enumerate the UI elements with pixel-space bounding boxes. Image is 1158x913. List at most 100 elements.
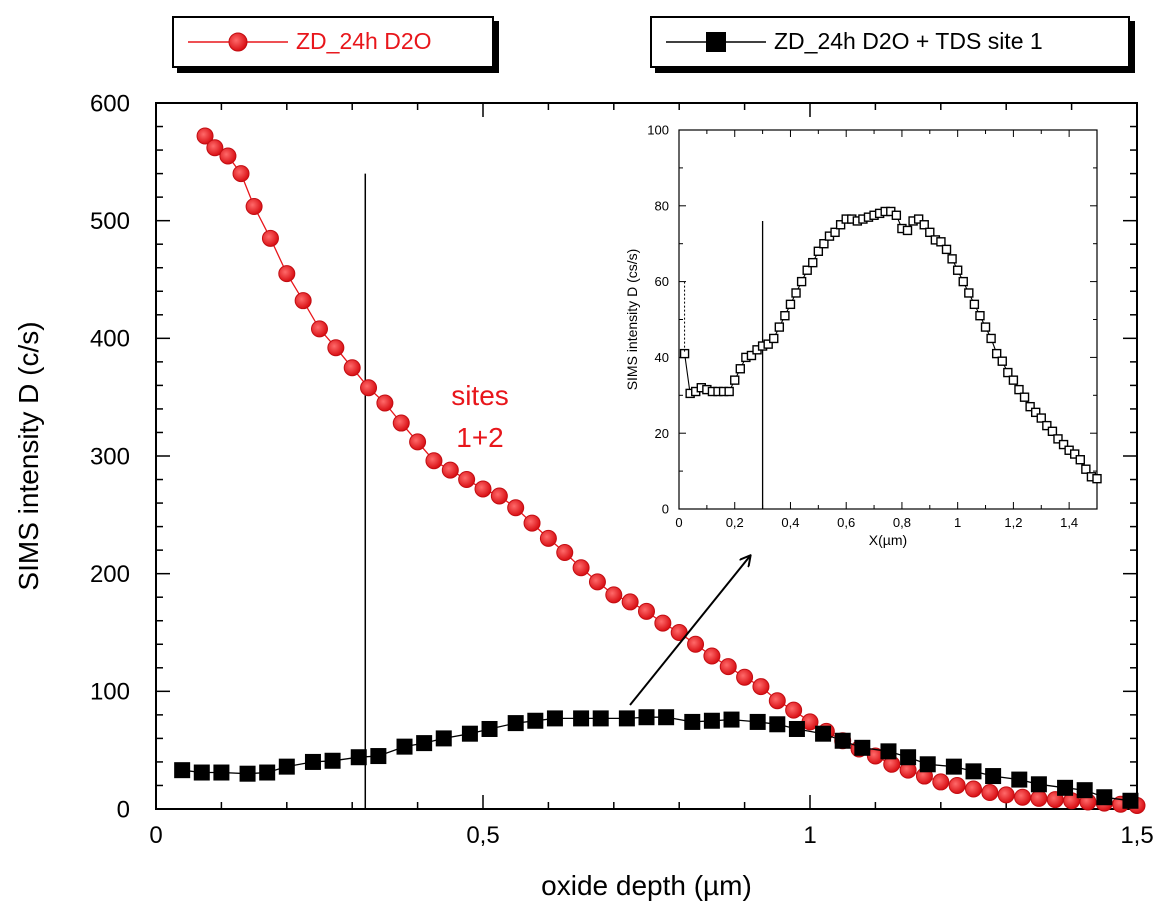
main-series-1-point: [392, 414, 410, 432]
inset-y-tick-label: 60: [655, 274, 669, 289]
inset-series-1-point: [991, 348, 1002, 359]
main-series-1-point: [981, 784, 999, 802]
main-series-2-point: [592, 710, 609, 727]
inset-series-1-point: [919, 220, 929, 230]
inset-series-1-point: [997, 356, 1007, 366]
inset-x-tick-label: 0,6: [837, 515, 855, 530]
inset-series-1-point: [780, 311, 790, 321]
inset-y-tick-label: 20: [655, 426, 669, 441]
inset-x-tick-label: 0,2: [726, 515, 744, 530]
inset-series-1-point: [830, 227, 840, 238]
inset-series-1-point: [1008, 375, 1019, 385]
main-series-1-point: [736, 668, 754, 686]
main-y-tick-label: 300: [90, 443, 130, 470]
main-series-1-point: [687, 635, 705, 653]
main-series-1-point: [425, 452, 443, 470]
main-series-2-point: [324, 752, 341, 769]
legend-label-series-1: ZD_24h D2O: [296, 28, 432, 54]
main-series-2-point: [1076, 782, 1093, 799]
inset-y-tick-label: 40: [655, 350, 669, 365]
main-series-2-point: [854, 739, 871, 756]
main-series-2-point: [723, 711, 740, 728]
inset-series-1-point: [952, 265, 963, 275]
inset-series-1-point: [902, 225, 913, 236]
inset-series-1-point: [1070, 449, 1080, 459]
main-series-2-point: [546, 710, 563, 727]
inset-x-axis-title: X(µm): [869, 532, 907, 548]
main-series-1-point: [278, 265, 296, 283]
main-series-1-point: [206, 139, 224, 157]
inset-series-1-point: [958, 276, 968, 287]
inset-series-1-point: [964, 288, 974, 298]
main-series-2-point: [239, 765, 256, 782]
main-series-2-point: [1011, 771, 1028, 788]
inset-y-tick-label: 100: [647, 123, 669, 138]
inset-series-1-point: [1025, 401, 1035, 412]
main-series-1-point: [360, 379, 378, 397]
main-series-1-point: [490, 487, 508, 505]
inset-x-tick-label: 0,4: [781, 515, 799, 530]
main-series-2-point: [481, 720, 498, 737]
main-series-2-point: [278, 758, 295, 775]
inset-series-1-point: [1042, 420, 1052, 431]
main-series-2-point: [304, 753, 321, 770]
inset-x-tick-label: 1: [954, 515, 961, 530]
main-y-tick-label: 0: [117, 796, 130, 823]
inset-series-1-point: [1075, 455, 1085, 465]
main-series-1-point: [409, 433, 427, 451]
main-y-tick-label: 200: [90, 561, 130, 588]
inset-y-axis-title: SIMS intensity D (cs/s): [624, 249, 640, 391]
main-series-1-point: [719, 658, 737, 676]
main-series-2-point: [461, 725, 478, 742]
main-series-2-point: [658, 709, 675, 726]
main-series-1-point: [638, 602, 655, 620]
inset-series-1-point: [947, 254, 957, 264]
main-y-tick-label: 100: [90, 679, 130, 706]
main-series-2-point: [945, 758, 962, 775]
main-series-2-point: [618, 710, 635, 727]
main-series-1-point: [219, 147, 237, 165]
inset-series-1-point: [1019, 392, 1030, 402]
main-series-2-point: [527, 712, 544, 729]
main-series-1-point: [474, 480, 492, 498]
main-x-tick-label: 1,5: [1120, 822, 1153, 849]
inset-series-1-point: [1014, 384, 1024, 395]
main-y-tick-label: 500: [90, 208, 130, 235]
inset-series-1-point: [986, 333, 996, 344]
inset-series-1-point: [969, 299, 980, 310]
legend-marker-circle: [188, 32, 288, 52]
inset-series-1-point: [1058, 439, 1069, 450]
main-series-2-point: [919, 756, 936, 773]
main-series-1-point: [1030, 789, 1048, 807]
main-series-2-point: [788, 720, 805, 737]
inset-series-1-point: [941, 244, 952, 255]
main-series-1-point: [965, 780, 982, 798]
main-series-1-point: [539, 529, 557, 547]
inset-series-1-point: [774, 322, 785, 332]
main-series-2-point: [507, 715, 524, 732]
main-series-1-point: [261, 229, 279, 247]
main-series-1-point: [572, 559, 590, 577]
main-series-2-point: [213, 764, 230, 781]
inset-series-1-point: [813, 246, 824, 256]
main-series-2-point: [573, 710, 590, 727]
inset-x-tick-label: 1,2: [1004, 515, 1022, 530]
main-series-1-point: [245, 198, 263, 216]
inset-series-1-point: [1003, 367, 1013, 378]
main-series-1-point: [376, 394, 394, 412]
legend-series-1: ZD_24h D2O: [172, 16, 494, 68]
inset-series-1-point: [891, 210, 902, 220]
inset-series-1-point: [835, 220, 846, 230]
main-series-1-point: [605, 586, 623, 604]
main-series-1-point: [703, 647, 721, 665]
main-series-1-point: [932, 773, 950, 791]
main-series-2-point: [1057, 779, 1074, 796]
main-x-axis-title: oxide depth (µm): [541, 870, 752, 901]
main-series-1-point: [458, 471, 476, 489]
inset-x-tick-label: 0,8: [893, 515, 911, 530]
main-series-1-point: [1014, 788, 1032, 806]
main-series-2-point: [259, 764, 276, 781]
inset-x-tick-label: 1,4: [1060, 515, 1078, 530]
inset-frame: [678, 129, 1098, 510]
main-y-tick-label: 400: [90, 326, 130, 353]
